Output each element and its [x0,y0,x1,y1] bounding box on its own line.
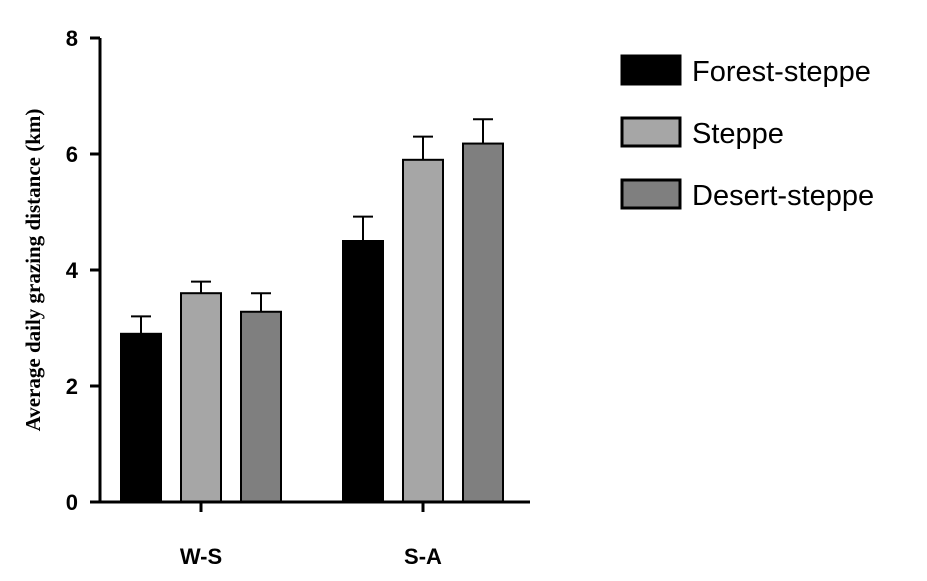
y-tick-label: 6 [66,142,78,167]
plot-area [120,118,504,504]
legend-label: Steppe [692,118,784,150]
y-tick-label: 4 [66,258,79,283]
bar [240,310,282,504]
legend-label: Desert-steppe [692,180,874,212]
x-category-label: W-S [180,544,222,569]
y-tick-label: 2 [66,374,78,399]
x-category-label: S-A [404,544,442,569]
y-axis-title: Average daily grazing distance (km) [21,109,45,432]
bar [402,158,444,504]
bar [120,332,162,503]
bar [342,240,384,503]
bar [462,142,504,503]
legend-swatch [620,116,682,148]
y-axis: 0 2 4 6 8 [66,26,102,515]
x-axis: W-S S-A [100,500,530,569]
legend-swatch [620,54,682,86]
legend-swatch [620,178,682,210]
legend: Forest-steppe Steppe Desert-steppe [620,54,874,212]
y-tick-label: 8 [66,26,78,51]
y-tick-label: 0 [66,490,78,515]
bar [180,292,222,504]
legend-label: Forest-steppe [692,56,871,88]
